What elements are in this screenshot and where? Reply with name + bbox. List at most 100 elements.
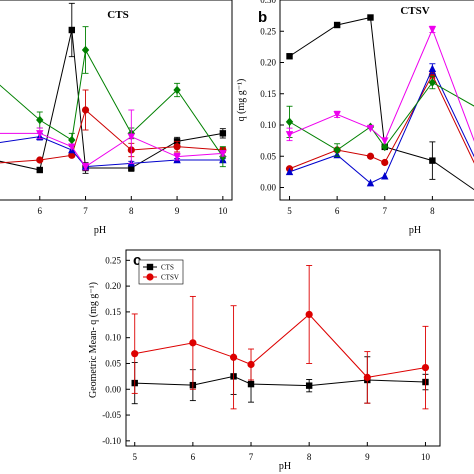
chart-title: CTSV (400, 5, 429, 17)
y-tick-label: 0.20 (105, 281, 121, 291)
data-point (367, 14, 374, 21)
data-point (381, 137, 389, 145)
plot-frame (125, 249, 441, 447)
data-point (127, 133, 136, 141)
data-point (247, 380, 255, 388)
series-line-2 (0, 136, 223, 168)
legend-label: CTSV (161, 274, 179, 282)
x-axis-label: pH (94, 225, 106, 236)
data-point (36, 156, 44, 164)
y-tick-label: 0.00 (105, 384, 121, 394)
data-point (366, 124, 375, 133)
data-point (333, 21, 341, 29)
data-point (429, 157, 436, 164)
data-point (305, 382, 313, 389)
data-point (219, 150, 227, 158)
data-point (381, 142, 389, 152)
series-group (131, 265, 430, 410)
data-point (68, 143, 76, 151)
y-tick-label: 0.05 (105, 358, 121, 368)
series-line-3 (0, 48, 224, 157)
data-point (366, 152, 375, 160)
y-tick-label: 0.10 (260, 120, 276, 130)
x-tick-label: 8 (129, 206, 134, 216)
x-tick-label: 9 (175, 206, 180, 216)
data-point (229, 353, 238, 361)
data-point (305, 310, 313, 319)
series-line-3 (289, 81, 474, 151)
series-group (0, 2, 227, 174)
data-point (68, 135, 76, 145)
data-point (381, 158, 389, 167)
data-point (81, 163, 90, 171)
series-line-1 (134, 313, 426, 378)
data-point (68, 151, 76, 159)
chart-panel-a: 6 7 8 9 10 CTS pH (0, 0, 233, 236)
data-point (81, 106, 90, 114)
y-axis-label: Geometric Mean- q (mg g⁻¹) (88, 282, 99, 398)
y-tick-label: 0.25 (105, 255, 121, 265)
y-tick-label: 0.30 (260, 0, 276, 5)
data-point (173, 153, 181, 161)
data-point (36, 130, 44, 138)
data-point (333, 111, 341, 119)
x-axis-label: pH (279, 461, 291, 472)
x-tick-label: 6 (38, 206, 43, 216)
panel-label: c (133, 252, 141, 269)
x-tick-label: 8 (307, 452, 312, 462)
x-tick-label: 6 (191, 452, 196, 462)
legend-box (138, 259, 184, 285)
chart-panel-c: 5 6 7 8 9 10 -0.10 -0.05 0.00 0.05 0.10 0.15 0.20 0.2… (88, 249, 441, 472)
y-tick-label: -0.05 (102, 410, 121, 420)
data-point (428, 26, 437, 34)
y-tick-label: 0.25 (260, 26, 276, 36)
plot-frame (279, 0, 474, 201)
data-point (285, 117, 294, 127)
series-line-4 (0, 132, 223, 168)
data-point (219, 130, 227, 137)
x-tick-label: 7 (383, 206, 388, 216)
data-point (36, 115, 44, 125)
series-line-1 (289, 73, 474, 170)
data-point (36, 166, 43, 174)
x-tick-label: 5 (287, 206, 292, 216)
data-point (363, 373, 371, 381)
data-point (285, 167, 294, 176)
legend-marker (146, 273, 154, 281)
x-tick-label: 9 (365, 452, 370, 462)
x-tick-label: 8 (430, 206, 435, 216)
series-line-4 (289, 28, 474, 142)
x-tick-label: 7 (249, 452, 254, 462)
x-tick-label: 6 (335, 206, 340, 216)
y-tick-label: -0.10 (102, 436, 121, 446)
x-tick-label: 10 (421, 452, 431, 462)
plot-frame (0, 0, 233, 201)
y-tick-label: 0.05 (260, 151, 276, 161)
data-point (428, 64, 437, 72)
series-line-0 (0, 29, 223, 171)
series-group (285, 14, 474, 191)
data-point (189, 339, 197, 347)
series-line-0 (134, 375, 426, 387)
data-point (381, 172, 389, 180)
panel-label: b (258, 9, 267, 26)
data-point (285, 131, 294, 139)
legend-marker (146, 263, 154, 271)
data-point (366, 178, 375, 187)
x-tick-label: 5 (132, 452, 137, 462)
y-tick-label: 0.15 (260, 89, 276, 99)
y-tick-label: 0.00 (260, 183, 276, 193)
y-tick-label: 0.10 (105, 333, 121, 343)
data-point (81, 45, 90, 55)
data-point (131, 350, 139, 358)
data-point (68, 26, 76, 34)
legend-label: CTS (161, 264, 174, 272)
x-tick-label: 10 (218, 206, 228, 216)
y-tick-label: 0.20 (260, 58, 276, 68)
data-point (421, 364, 430, 372)
data-point (128, 164, 135, 172)
data-point (286, 53, 293, 60)
data-point (173, 143, 181, 151)
chart-title: CTS (107, 9, 128, 21)
data-point (173, 85, 181, 95)
